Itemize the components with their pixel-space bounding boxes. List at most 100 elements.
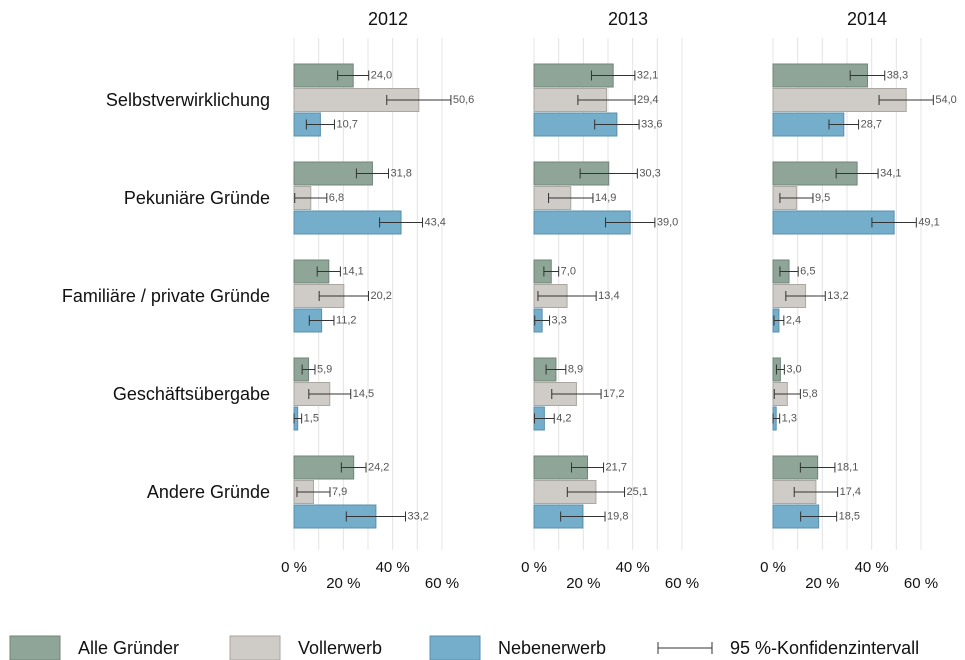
error-bar [294, 193, 328, 203]
x-tick-label: 0 % [281, 559, 307, 576]
data-label: 7,0 [561, 265, 576, 277]
data-label: 31,8 [390, 167, 411, 179]
data-label: 13,2 [827, 290, 848, 302]
panel-title: 2012 [368, 9, 408, 29]
error-bar [379, 217, 424, 228]
error-bar [545, 364, 567, 375]
error-bar [543, 266, 560, 277]
error-bar [799, 462, 836, 473]
x-tick-label: 20 % [326, 575, 360, 592]
legend-swatch [9, 635, 61, 660]
data-label: 7,9 [332, 486, 347, 498]
error-bar [785, 291, 826, 301]
data-label: 34,1 [880, 167, 901, 179]
legend-error-symbol [657, 642, 713, 654]
data-label: 8,9 [568, 363, 583, 375]
error-bar [293, 413, 303, 424]
data-label: 5,9 [317, 363, 332, 375]
x-tick-label: 0 % [760, 559, 786, 576]
data-label: 29,4 [637, 94, 658, 106]
data-label: 5,8 [802, 388, 817, 400]
data-label: 1,3 [782, 412, 797, 424]
error-bar [305, 119, 335, 130]
data-label: 49,1 [918, 216, 939, 228]
data-label: 11,2 [336, 314, 357, 326]
data-label: 14,9 [595, 192, 616, 204]
error-bar [548, 193, 594, 203]
panel-title: 2014 [847, 9, 887, 29]
data-label: 18,1 [837, 461, 858, 473]
data-label: 3,0 [786, 363, 801, 375]
error-bar [793, 487, 839, 497]
x-tick-label: 20 % [566, 575, 600, 592]
data-label: 1,5 [304, 412, 319, 424]
data-label: 38,3 [887, 69, 908, 81]
data-label: 21,7 [606, 461, 627, 473]
error-bar [340, 462, 367, 473]
error-bar [773, 315, 785, 326]
error-bar [337, 70, 370, 81]
data-label: 33,2 [407, 510, 428, 522]
legend-label: Vollerwerb [298, 638, 382, 658]
legend-label: Nebenerwerb [498, 638, 606, 658]
x-tick-label: 60 % [425, 575, 459, 592]
error-bar [828, 119, 860, 130]
error-bar [800, 511, 838, 522]
data-label: 19,8 [607, 510, 628, 522]
error-bar [318, 291, 369, 301]
legend-swatch [229, 635, 281, 660]
error-bar [579, 168, 638, 179]
data-label: 17,2 [603, 388, 624, 400]
error-bar [871, 217, 917, 228]
data-label: 17,4 [840, 486, 861, 498]
data-label: 25,1 [627, 486, 648, 498]
data-label: 43,4 [425, 216, 446, 228]
error-bar [345, 511, 406, 522]
error-bar [355, 168, 389, 179]
error-bar [835, 168, 879, 179]
error-bar [316, 266, 341, 277]
data-label: 6,8 [329, 192, 344, 204]
data-label: 20,2 [370, 290, 391, 302]
error-bar [570, 462, 605, 473]
error-bar [534, 315, 551, 326]
data-label: 4,2 [556, 412, 571, 424]
category-label: Geschäftsübergabe [113, 384, 270, 404]
error-bar [386, 95, 452, 105]
data-label: 9,5 [815, 192, 830, 204]
error-bar [849, 70, 886, 81]
data-label: 3,3 [552, 314, 567, 326]
error-bar [773, 389, 801, 399]
x-tick-label: 40 % [376, 559, 410, 576]
data-label: 18,5 [839, 510, 860, 522]
data-label: 30,3 [639, 167, 660, 179]
data-label: 10,7 [336, 118, 357, 130]
data-label: 50,6 [453, 94, 474, 106]
x-tick-label: 40 % [616, 559, 650, 576]
data-label: 14,5 [353, 388, 374, 400]
error-bar [590, 70, 636, 81]
legend-swatch [429, 635, 481, 660]
error-bar [772, 413, 781, 424]
error-bar [533, 413, 555, 424]
x-tick-label: 60 % [665, 575, 699, 592]
x-tick-label: 0 % [521, 559, 547, 576]
category-label: Andere Gründe [147, 482, 270, 502]
data-label: 2,4 [786, 314, 801, 326]
error-bar [779, 193, 814, 203]
legend-label: Alle Gründer [78, 638, 179, 658]
x-tick-label: 20 % [805, 575, 839, 592]
data-label: 39,0 [657, 216, 678, 228]
data-label: 24,0 [371, 69, 392, 81]
data-label: 14,1 [342, 265, 363, 277]
error-bar [775, 364, 785, 375]
error-bar [566, 487, 626, 497]
x-tick-label: 60 % [904, 575, 938, 592]
error-bar [605, 217, 656, 228]
error-bar [537, 291, 597, 301]
category-label: Familiäre / private Gründe [62, 286, 270, 306]
error-bar [878, 95, 934, 105]
data-label: 6,5 [800, 265, 815, 277]
